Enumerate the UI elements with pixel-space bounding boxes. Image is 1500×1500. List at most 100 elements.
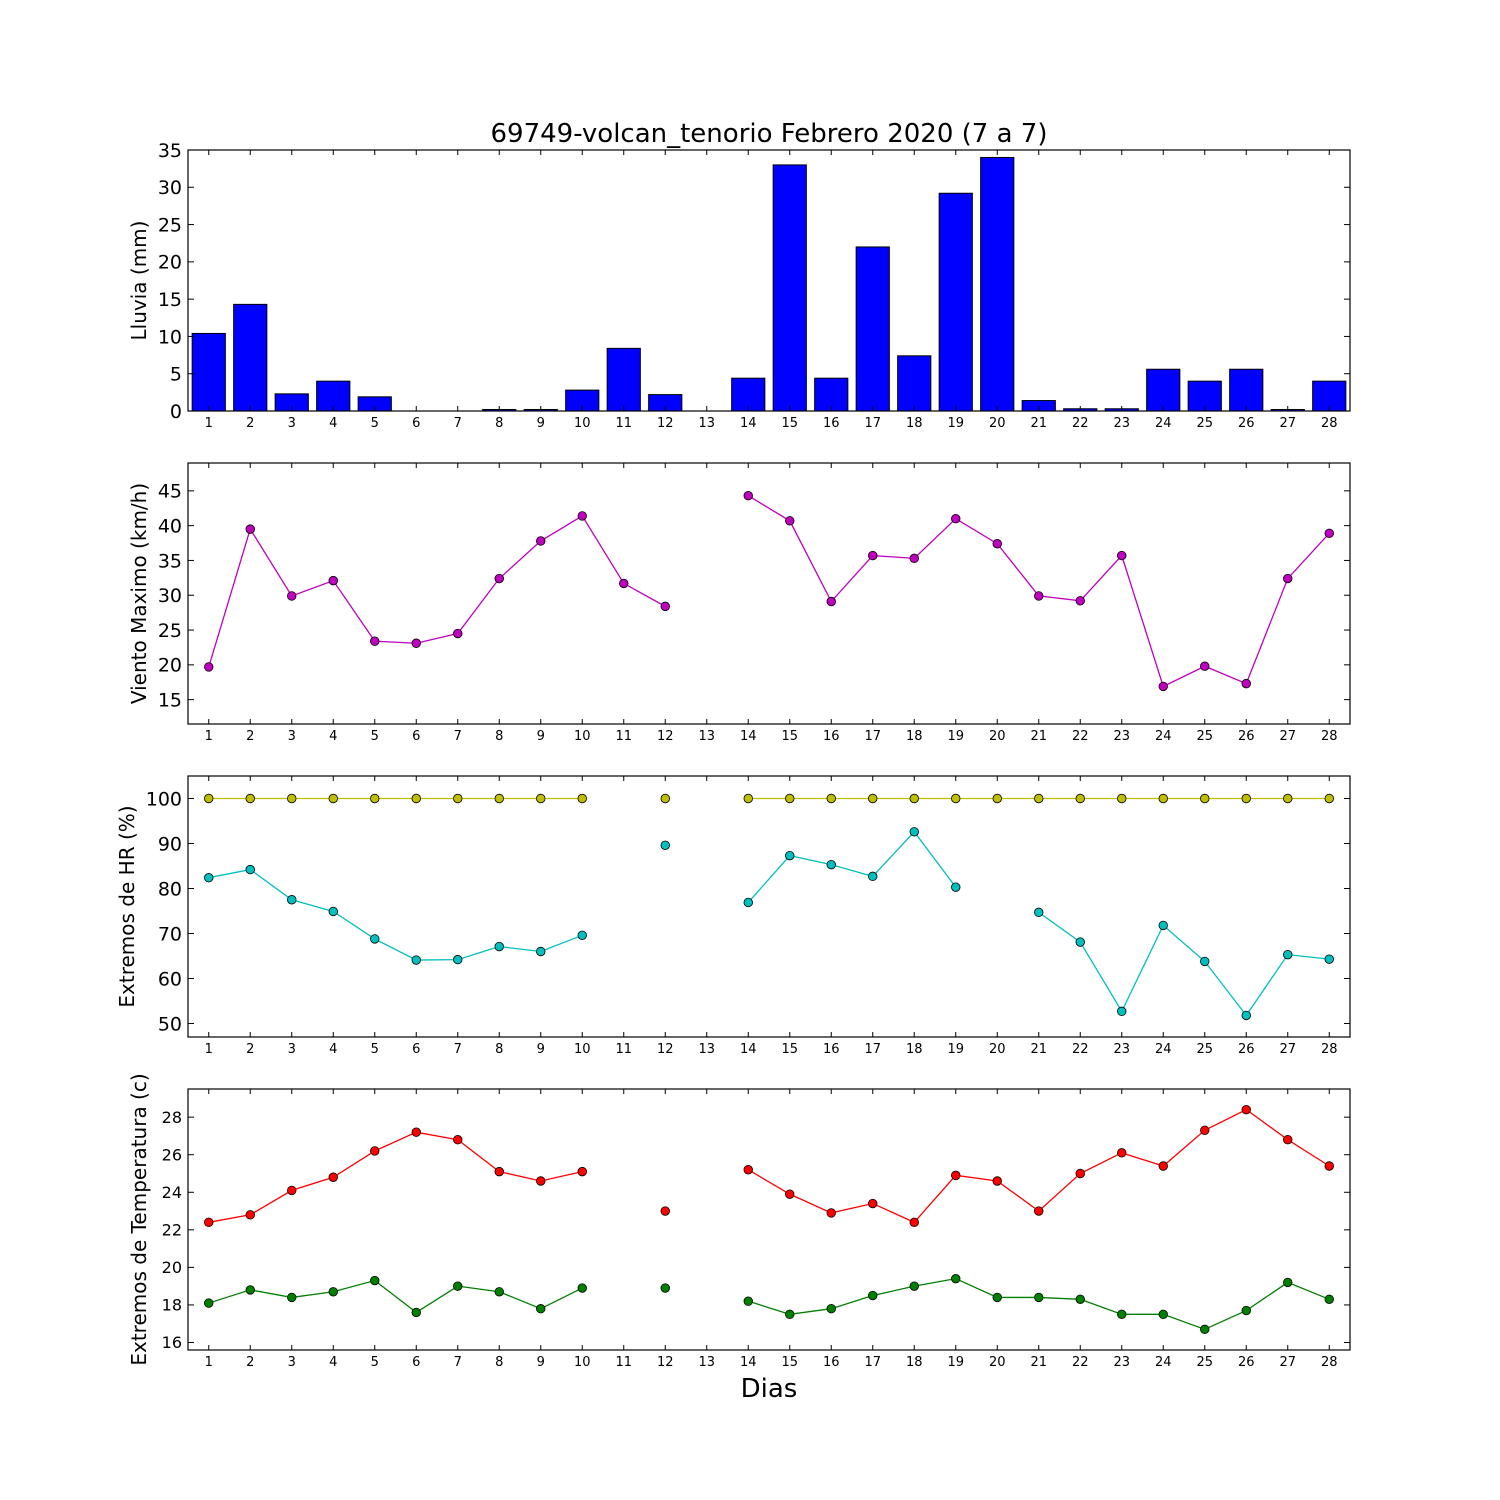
x-tick-label: 20 (989, 1042, 1006, 1057)
data-point (1117, 1309, 1127, 1320)
data-point (743, 491, 753, 501)
y-tick-label: 16 (162, 1333, 182, 1352)
data-point (909, 1281, 919, 1291)
data-point (909, 793, 919, 804)
data-point (453, 1134, 463, 1145)
data-point (1200, 661, 1210, 671)
data-point (536, 536, 546, 546)
y-tick-label: 15 (158, 689, 182, 711)
data-point (951, 882, 961, 892)
data-point (577, 1283, 587, 1293)
x-tick-label: 13 (698, 729, 715, 744)
data-point (1200, 956, 1210, 967)
data-point (743, 1165, 753, 1175)
data-point (1075, 1168, 1085, 1179)
data-point (743, 793, 753, 804)
x-tick-label: 7 (454, 1355, 462, 1370)
x-tick-label: 5 (371, 1042, 379, 1057)
data-point (204, 1298, 214, 1308)
data-point (660, 793, 670, 804)
y-tick-label: 80 (158, 878, 182, 900)
data-point (1324, 793, 1334, 804)
x-tick-label: 15 (781, 1355, 798, 1370)
x-tick-label: 4 (329, 1355, 337, 1370)
series-line (208, 1279, 583, 1314)
data-point (826, 1303, 836, 1314)
data-point (370, 1146, 380, 1156)
x-tick-label: 22 (1072, 1042, 1089, 1057)
x-tick-label: 25 (1196, 729, 1213, 744)
x-tick-label: 6 (412, 729, 420, 744)
data-point (1158, 793, 1168, 804)
data-point (868, 871, 878, 882)
x-tick-label: 18 (906, 1042, 923, 1057)
data-point (1117, 550, 1127, 561)
x-tick-label: 5 (371, 1355, 379, 1370)
x-tick-label: 10 (574, 416, 591, 431)
x-tick-label: 19 (947, 416, 964, 431)
data-point (1324, 528, 1334, 539)
data-point (826, 793, 836, 804)
x-tick-label: 10 (574, 729, 591, 744)
x-tick-label: 21 (1030, 416, 1047, 431)
data-point (494, 1166, 504, 1177)
x-tick-label: 14 (740, 729, 757, 744)
x-tick-label: 23 (1113, 416, 1130, 431)
data-point (328, 575, 338, 586)
x-tick-label: 20 (989, 416, 1006, 431)
x-tick-label: 17 (864, 1042, 881, 1057)
x-tick-label: 3 (288, 1355, 296, 1370)
plot-frame (187, 775, 1351, 1038)
data-point (453, 628, 463, 639)
data-point (204, 1217, 214, 1228)
x-tick-label: 22 (1072, 729, 1089, 744)
bar (772, 164, 807, 412)
x-tick-label: 2 (246, 1355, 254, 1370)
y-tick-label: 70 (158, 923, 182, 945)
data-point (536, 946, 546, 957)
data-point (370, 793, 380, 804)
series-line (747, 1108, 1330, 1224)
series-line (208, 868, 583, 961)
data-point (951, 1273, 961, 1284)
data-point (536, 1303, 546, 1314)
data-point (411, 638, 421, 648)
data-point (1034, 793, 1044, 804)
y-tick-label: 10 (158, 326, 182, 348)
data-point (1117, 1148, 1127, 1158)
series-line (747, 495, 1330, 688)
y-tick-label: 20 (162, 1258, 182, 1277)
data-point (536, 793, 546, 804)
plot-frame (187, 149, 1351, 412)
data-point (1075, 1294, 1085, 1305)
figure-title: 69749-volcan_tenorio Febrero 2020 (7 a 7… (491, 119, 1048, 149)
data-point (868, 1290, 878, 1301)
data-point (1034, 1206, 1044, 1216)
data-point (1200, 1324, 1210, 1335)
data-point (577, 930, 587, 941)
plot-frame (187, 1088, 1351, 1351)
data-point (743, 897, 753, 908)
data-point (245, 1285, 255, 1295)
x-tick-label: 14 (740, 1355, 757, 1370)
x-tick-label: 7 (454, 1042, 462, 1057)
x-tick-label: 26 (1238, 729, 1255, 744)
data-point (245, 1210, 255, 1220)
x-tick-label: 26 (1238, 1042, 1255, 1057)
x-tick-label: 13 (698, 1042, 715, 1057)
data-point (826, 596, 836, 607)
y-tick-label: 35 (158, 140, 182, 162)
data-point (1117, 793, 1127, 804)
x-tick-label: 17 (864, 1355, 881, 1370)
data-point (328, 906, 338, 917)
x-tick-label: 7 (454, 729, 462, 744)
series-line (748, 1277, 1330, 1331)
data-point (577, 793, 587, 804)
x-tick-label: 28 (1321, 416, 1338, 431)
x-tick-label: 6 (412, 1355, 420, 1370)
x-tick-label: 18 (906, 1355, 923, 1370)
x-tick-label: 11 (615, 1042, 632, 1057)
data-point (1241, 1010, 1251, 1021)
